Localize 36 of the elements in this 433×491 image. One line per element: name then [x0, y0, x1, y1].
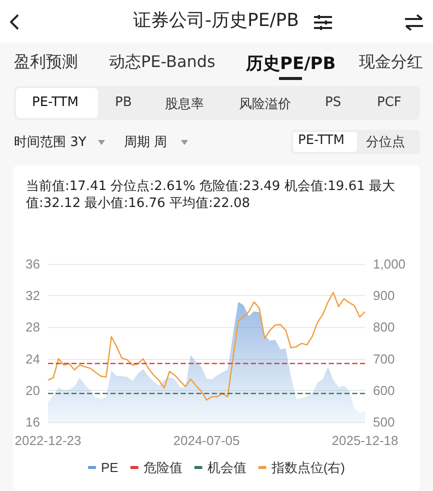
legend-label: PE: [101, 460, 119, 475]
text: 时间范围 3Y: [14, 134, 86, 151]
text: 现金分红: [359, 52, 423, 73]
text: 分位点: [366, 134, 405, 151]
line-series: [47, 292, 366, 401]
y-tick-label: 24: [26, 351, 40, 366]
y-tick-label: 16: [26, 414, 40, 430]
chart-title: 证券公司-历史PE/PB: [133, 9, 299, 32]
y-tick-label: 28: [26, 320, 40, 335]
y2-tick-label: 800: [373, 320, 395, 335]
y2-tick-label: 700: [373, 351, 395, 366]
legend-label: 指数点位(右): [270, 460, 346, 475]
legend-label: 危险值: [143, 460, 182, 475]
y2-tick-label: 500: [373, 414, 395, 430]
y2-tick-label: 1,000: [373, 256, 406, 272]
x-tick-label: 2025-12-18: [332, 433, 398, 448]
legend-label: 机会值: [207, 460, 246, 475]
text: PS: [325, 95, 342, 110]
text: 盈利预测: [14, 52, 78, 73]
text: PB: [115, 95, 132, 110]
y-tick-label: 36: [26, 256, 40, 272]
text: 股息率: [165, 96, 204, 113]
y2-tick-label: 600: [373, 382, 395, 398]
y-tick-label: 32: [26, 288, 40, 304]
text: PE-TTM: [298, 133, 344, 148]
text: 周期 周: [124, 134, 168, 151]
text: 风险溢价: [239, 96, 291, 113]
chart-subtitle: 当前值:17.41 分位点:2.61% 危险值:23.49 机会值:19.61 最大值:32.12 最小值:16.76 平均值:22.08: [26, 178, 396, 212]
y-tick-label: 20: [26, 382, 40, 398]
y2-tick-label: 900: [373, 288, 395, 304]
text: 历史PE/PB: [246, 53, 336, 75]
text: 动态PE-Bands: [109, 52, 216, 73]
x-tick-label: 2022-12-23: [14, 433, 82, 448]
x-tick-label: 2024-07-05: [173, 433, 240, 448]
text: PCF: [377, 95, 402, 110]
text: PE-TTM: [32, 95, 78, 110]
